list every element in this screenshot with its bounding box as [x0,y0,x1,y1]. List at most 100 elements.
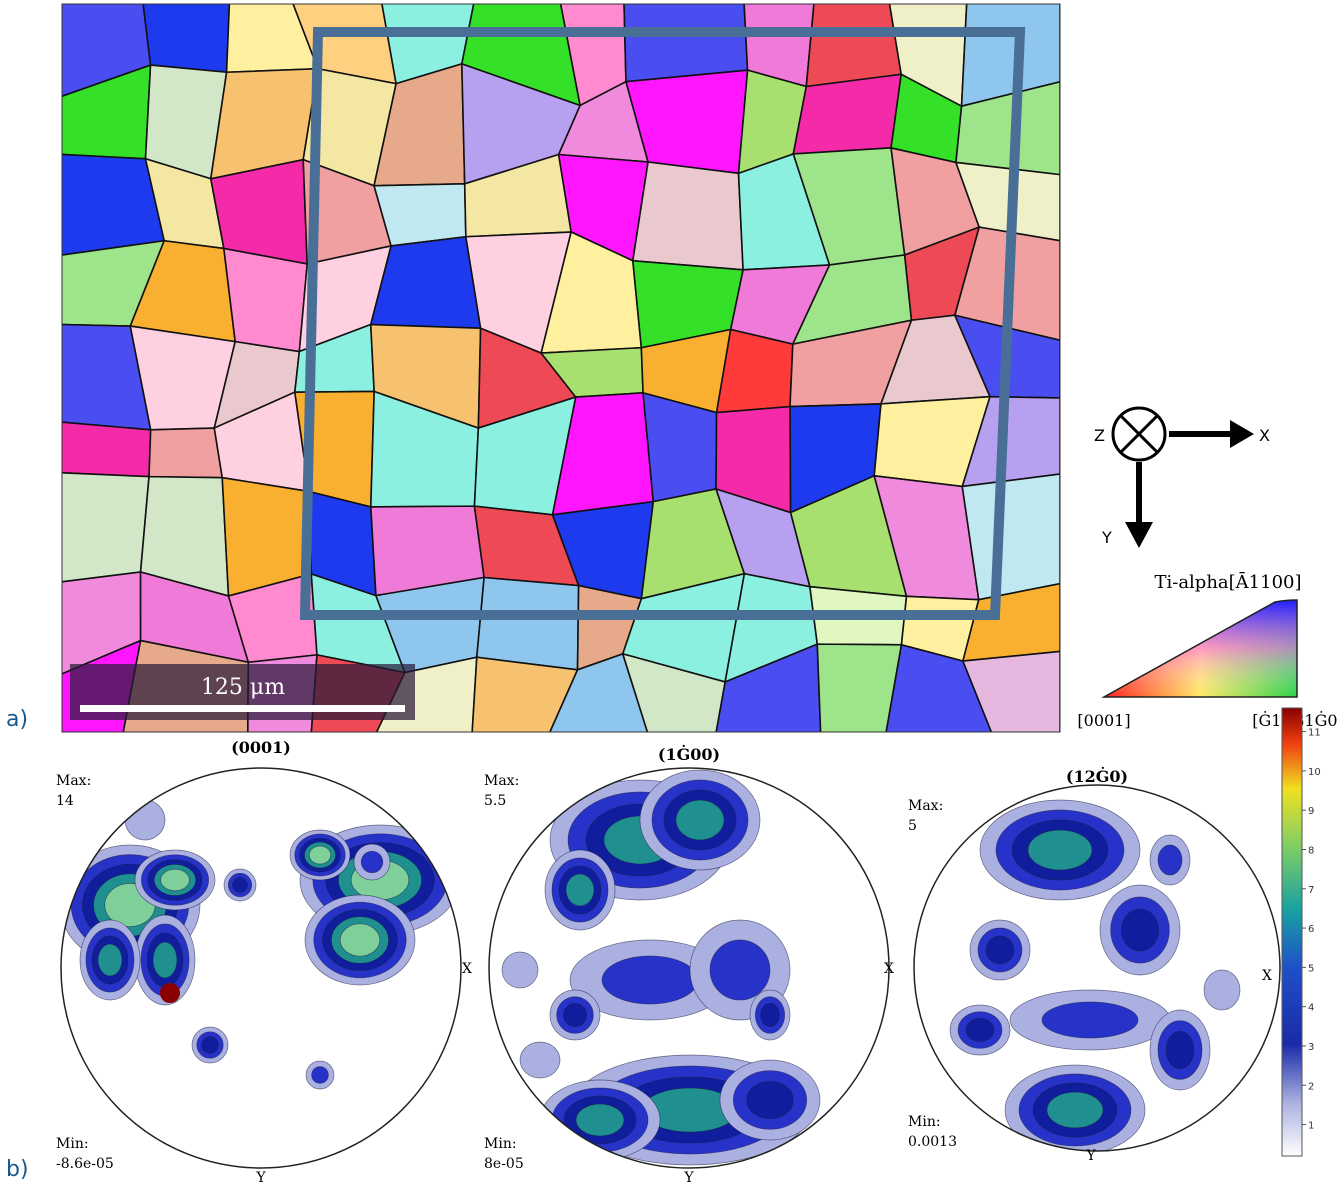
min-label: Min: [56,1136,89,1152]
density-contour [1157,844,1183,876]
grain [631,161,744,271]
density-contour [201,1036,219,1054]
pole-figure-title: (1Ġ00) [658,744,720,764]
colorbar-tick-label: 5 [1308,963,1314,974]
colorbar-tick-label: 3 [1308,1042,1314,1053]
density-colorbar: 11 10 9 8 7 6 5 4 3 2 1 [1281,707,1321,1157]
colorbar-tick-label: 4 [1308,1003,1314,1014]
density-contour [232,877,248,893]
grain [222,247,309,353]
min-value: 0.0013 [908,1134,957,1150]
pole-figure-title: (0001) [231,738,291,757]
density-contour [675,799,725,841]
colorbar-tick-label: 7 [1308,885,1314,896]
grain [621,652,727,732]
density-contour [1041,1001,1139,1039]
max-label: Max: [484,773,519,789]
max-value: 5.5 [484,793,506,809]
grain [961,650,1060,732]
max-label: Max: [908,798,943,814]
y-axis-label: Y [1101,528,1112,547]
density-peak [160,983,180,1003]
density-contour [339,923,381,957]
min-label: Min: [908,1114,941,1130]
pf-x-label: X [1262,968,1272,984]
max-label: Max: [56,773,91,789]
density-contour [519,1041,561,1079]
x-axis-label: X [1259,426,1270,445]
density-contour [760,1002,780,1028]
density-contour [985,935,1015,965]
min-value: 8e-05 [484,1156,524,1172]
density-contour [1046,1091,1104,1129]
density-contour [1027,829,1093,871]
density-contour [601,955,699,1005]
grain [142,4,231,74]
density-contour [97,943,123,977]
min-value: -8.6e-05 [56,1156,114,1172]
grain [549,652,649,732]
colorbar-tick-label: 6 [1308,924,1314,935]
pf-y-label: Y [683,1170,694,1183]
colorbar-tick-label: 8 [1308,845,1314,856]
max-value: 14 [56,793,74,809]
density-contour [709,939,771,1001]
grain [792,73,903,155]
ipf-color-key: Ti-alpha[Ā1100] [0001] [Ġ12Ġ1Ġ0] [1077,570,1338,730]
density-contour [501,951,539,989]
density-contour [1165,1030,1195,1070]
grain [816,643,903,732]
grain [62,421,152,478]
max-value: 5 [908,818,917,834]
roi-frame [299,27,1026,620]
panel-a-label: a) [6,707,28,732]
grain [961,473,1060,601]
density-contour [565,873,595,907]
pf-y-label: Y [255,1170,266,1183]
grain [373,182,467,247]
grain [62,472,150,583]
colorbar-tick-label: 11 [1308,728,1321,739]
density-contour [1203,969,1241,1011]
grain [961,582,1060,662]
pf-x-label: X [884,961,894,977]
grain [642,391,718,503]
grain [715,642,822,732]
sample-axes: Z X Y [1094,406,1270,548]
density-contour [152,941,178,979]
scale-bar: 125 μm [70,664,415,720]
min-label: Min: [484,1136,517,1152]
ipf-key-title: Ti-alpha[Ā1100] [1154,570,1301,593]
colorbar-tick-label: 9 [1308,806,1314,817]
density-contour [746,1080,794,1120]
density-contour [1120,908,1160,952]
map-border [61,3,1061,733]
density-contour [308,845,332,865]
density-contour [965,1017,995,1043]
scale-bar-label: 125 μm [201,675,285,700]
grain [148,427,224,479]
pole-figure-1-100: (1Ġ00) Max: 5.5 Min: 8e-05 X Y [484,744,894,1183]
density-contour [160,868,190,892]
density-contour [311,1066,329,1084]
density-contour [124,799,166,841]
density-contour [575,1103,625,1137]
ipf-key-corner-0001: [0001] [1077,711,1130,730]
grain [715,328,794,414]
pole-figure-0001: (0001) Max: 14 Min: -8.6e-05 X Y [56,738,472,1183]
grain [805,4,903,88]
grain [955,80,1060,176]
grain [471,656,579,732]
grain [475,576,580,671]
density-contour [360,850,384,874]
panel-b-label: b) [6,1157,29,1182]
pf-y-label: Y [1085,1148,1096,1164]
grain [623,4,749,83]
density-contour [562,1002,588,1028]
pf-x-label: X [462,961,472,977]
colorbar-tick-label: 10 [1308,767,1321,778]
colorbar-tick-label: 1 [1308,1121,1314,1132]
ebsd-orientation-map [62,4,1060,732]
pole-figure-title: (12Ġ0) [1066,766,1128,786]
